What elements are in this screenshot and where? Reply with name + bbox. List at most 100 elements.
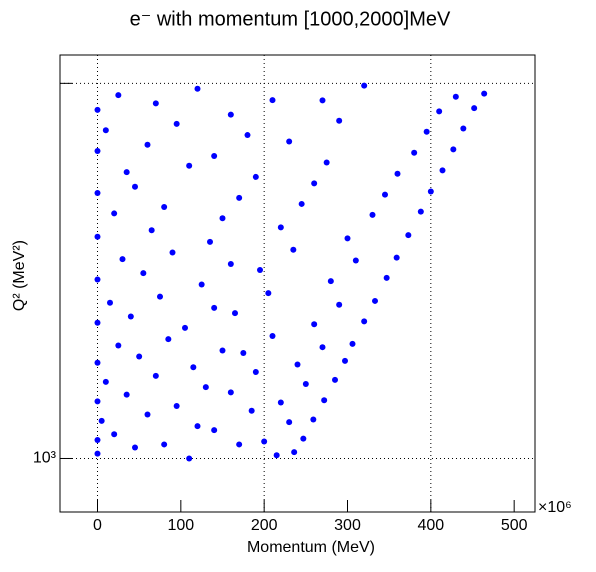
point <box>311 180 318 187</box>
point <box>423 128 430 135</box>
point <box>111 210 118 217</box>
point <box>94 450 101 457</box>
point <box>107 299 113 306</box>
point <box>194 423 201 430</box>
point <box>140 270 147 277</box>
point <box>136 353 143 360</box>
point <box>311 321 318 328</box>
point <box>344 235 351 242</box>
point <box>321 397 328 404</box>
point <box>236 441 243 448</box>
point <box>450 146 457 153</box>
point <box>132 183 138 190</box>
point <box>152 372 159 379</box>
point <box>417 208 424 215</box>
point <box>102 127 109 134</box>
point <box>452 93 459 100</box>
point <box>342 357 348 364</box>
point <box>436 108 443 115</box>
point <box>352 257 359 264</box>
point <box>152 100 159 107</box>
point <box>132 444 138 451</box>
point <box>173 403 180 410</box>
point <box>252 369 259 376</box>
point <box>382 191 388 198</box>
point <box>94 148 101 155</box>
point <box>294 361 301 368</box>
point <box>98 417 105 424</box>
point <box>248 407 255 414</box>
point <box>211 153 218 160</box>
point <box>236 194 243 201</box>
point <box>286 419 293 426</box>
x-tick-label: 0 <box>93 517 102 534</box>
point <box>411 149 418 156</box>
point <box>123 391 130 398</box>
point <box>115 92 122 99</box>
point <box>310 416 317 423</box>
point <box>383 274 390 281</box>
point <box>211 427 218 434</box>
point <box>427 188 434 195</box>
point <box>291 449 298 456</box>
point <box>269 333 276 340</box>
chart-title: e⁻ with momentum [1000,2000]MeV <box>130 8 451 30</box>
point <box>261 438 268 445</box>
point <box>94 276 101 283</box>
point <box>144 141 151 148</box>
point <box>332 376 338 383</box>
point <box>460 125 467 132</box>
point <box>211 304 218 311</box>
point <box>277 399 284 406</box>
point <box>115 342 122 349</box>
point <box>286 138 293 145</box>
point <box>161 204 168 211</box>
point <box>394 170 401 177</box>
x-tick-label: 200 <box>251 517 278 534</box>
point <box>173 120 180 127</box>
point <box>361 82 368 89</box>
plot-frame <box>59 54 536 513</box>
point <box>273 452 280 459</box>
point <box>219 347 226 354</box>
point <box>300 435 307 442</box>
point <box>244 132 251 139</box>
point <box>94 359 101 366</box>
point <box>127 313 134 320</box>
point <box>148 227 155 234</box>
point <box>198 281 205 288</box>
point <box>369 211 376 218</box>
y-tick-label: 10³ <box>33 450 57 467</box>
point <box>186 455 193 462</box>
point <box>144 411 151 418</box>
point <box>405 232 412 239</box>
point <box>207 238 213 245</box>
point <box>169 249 176 256</box>
point <box>94 398 101 405</box>
point <box>319 97 326 104</box>
point <box>227 260 234 267</box>
point <box>336 301 343 308</box>
point <box>94 437 101 444</box>
point <box>290 246 297 253</box>
x-axis-label: Momentum (MeV) <box>247 539 375 556</box>
point <box>265 290 272 297</box>
point <box>349 340 356 347</box>
point <box>471 105 478 112</box>
point <box>232 310 238 317</box>
point <box>94 190 101 197</box>
point <box>481 90 488 97</box>
point <box>227 389 234 396</box>
point <box>257 266 263 273</box>
point <box>219 215 226 222</box>
point <box>393 254 400 261</box>
x-tick-label: 300 <box>334 517 361 534</box>
point <box>102 378 109 385</box>
point <box>372 297 378 304</box>
point <box>361 318 368 325</box>
point <box>202 384 209 391</box>
x-tick-label: 100 <box>167 517 194 534</box>
point <box>182 324 188 331</box>
